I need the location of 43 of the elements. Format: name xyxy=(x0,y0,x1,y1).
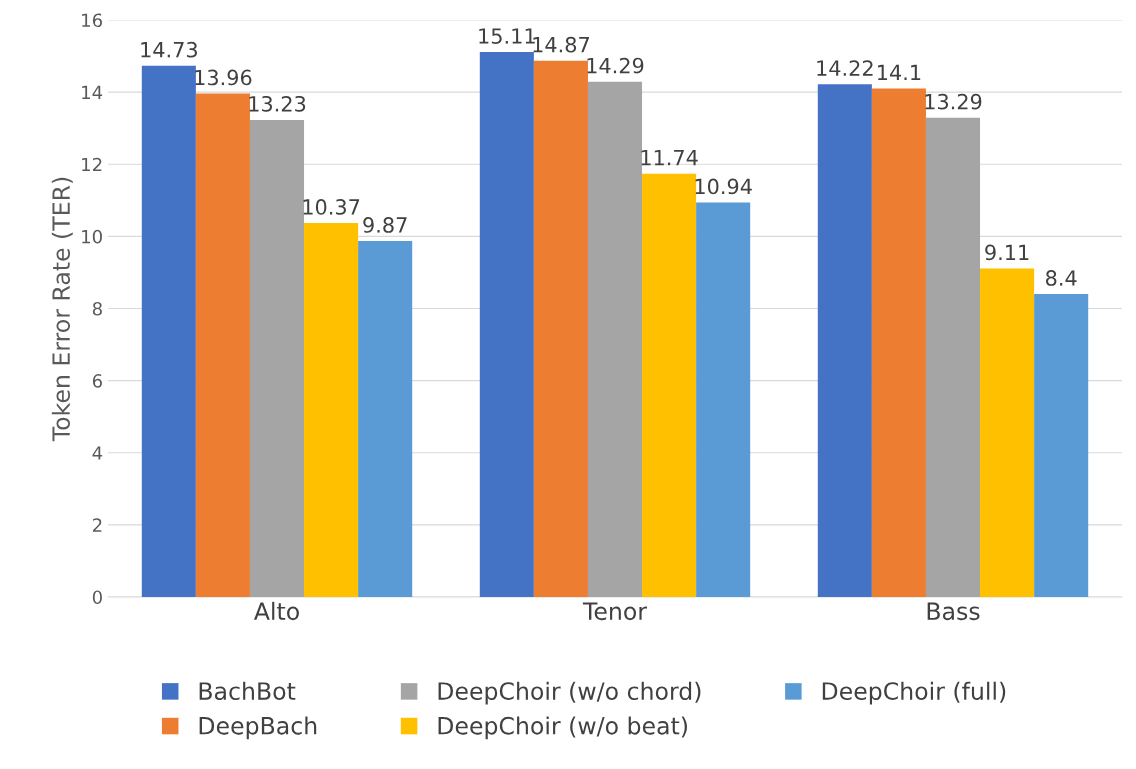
bar xyxy=(304,223,359,597)
y-tick-label: 6 xyxy=(92,374,102,388)
bar xyxy=(249,119,305,597)
bar xyxy=(1034,294,1089,597)
bar xyxy=(533,60,588,597)
bar xyxy=(587,81,643,597)
data-label: 14.87 xyxy=(533,36,589,53)
bar xyxy=(479,52,534,597)
data-label: 9.87 xyxy=(363,217,407,233)
bar xyxy=(925,117,981,597)
legend-label: DeepChoir (w/o beat) xyxy=(438,716,687,740)
y-tick-label: 2 xyxy=(92,518,102,532)
y-tick-label: 12 xyxy=(82,157,102,172)
bar xyxy=(358,241,413,597)
bar xyxy=(817,84,872,597)
data-label: 14.22 xyxy=(817,60,873,76)
legend-label: DeepChoir (w/o chord) xyxy=(438,681,701,705)
bar xyxy=(141,65,196,597)
x-tick-label: Bass xyxy=(927,602,980,621)
y-tick-label: 10 xyxy=(82,229,102,244)
bar xyxy=(980,268,1035,597)
y-axis-title: Token Error Rate (TER) xyxy=(51,177,73,442)
data-label: 10.37 xyxy=(303,199,360,215)
y-tick-label: 8 xyxy=(92,301,102,316)
legend-label: DeepBach xyxy=(199,716,317,740)
legend-label: BachBot xyxy=(199,681,296,700)
data-label: 14.73 xyxy=(141,41,197,58)
x-tick-label: Alto xyxy=(253,601,299,621)
legend-label: DeepChoir (full) xyxy=(822,681,1006,705)
data-label: 11.74 xyxy=(641,149,698,166)
bar xyxy=(871,88,926,597)
bar xyxy=(642,173,697,597)
bar xyxy=(696,202,751,597)
data-label: 15.11 xyxy=(479,28,535,44)
y-tick-label: 16 xyxy=(82,13,102,28)
data-label: 14.1 xyxy=(878,64,921,81)
y-tick-label: 14 xyxy=(82,85,103,99)
data-label: 9.11 xyxy=(985,244,1029,261)
y-tick-label: 4 xyxy=(92,446,103,460)
x-tick-label: Tenor xyxy=(582,602,648,621)
data-label: 8.4 xyxy=(1046,270,1077,286)
y-tick-label: 0 xyxy=(92,590,102,605)
bar xyxy=(195,93,250,597)
